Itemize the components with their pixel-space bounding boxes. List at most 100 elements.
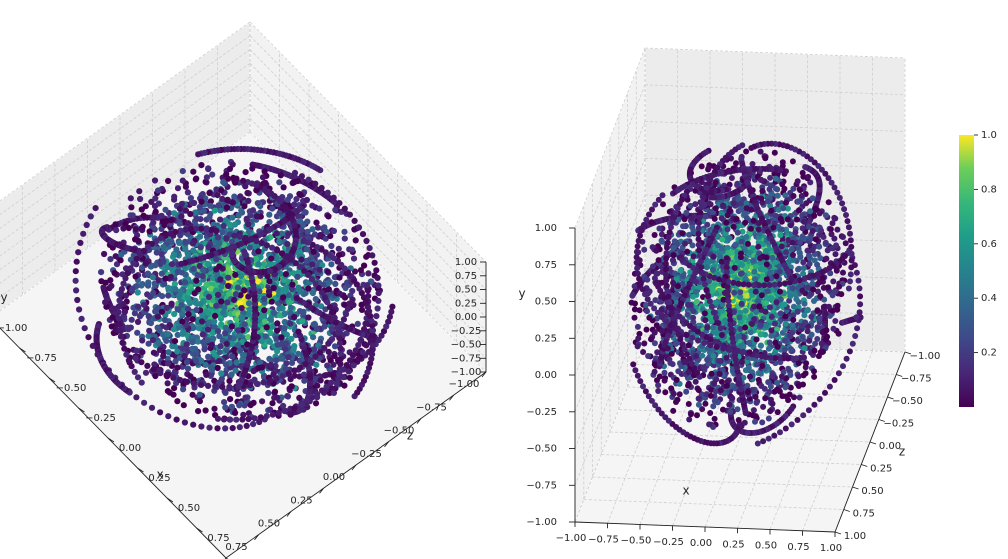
scatter-point-left	[177, 288, 184, 295]
scatter-point-left	[157, 369, 164, 376]
scatter-point-left	[213, 266, 220, 273]
grid-line	[0, 35, 251, 216]
scatter-point-left	[223, 171, 230, 178]
scatter-point-left	[244, 279, 251, 286]
scatter-point-left	[302, 290, 309, 297]
scatter-point-left	[332, 385, 339, 392]
scatter-point-left	[316, 266, 323, 273]
scatter-point-right	[848, 264, 855, 271]
scatter-point-left	[144, 270, 151, 277]
scatter-point-left	[180, 345, 187, 352]
scatter-point-right	[847, 230, 853, 237]
scatter-point-left	[297, 218, 304, 225]
scatter-point-left	[247, 236, 255, 243]
scatter-point-left	[249, 207, 257, 214]
scatter-point-right	[802, 370, 809, 377]
scatter-point-left	[368, 355, 375, 362]
scatter-point-right	[832, 215, 839, 222]
scatter-point-right	[824, 247, 831, 254]
scatter-point-left	[166, 322, 173, 329]
scatter-point-left	[195, 151, 202, 158]
scatter-point-right	[841, 206, 848, 213]
scatter-point-right	[843, 355, 850, 362]
scatter-point-right	[840, 234, 846, 240]
scatter-point-left	[301, 377, 308, 384]
scatter-point-left	[220, 309, 227, 316]
scatter-point-left	[174, 348, 181, 355]
scatter-point-left	[303, 196, 310, 204]
scatter-point-left	[181, 419, 188, 426]
scatter-point-left	[314, 382, 321, 389]
scatter-point-left	[165, 284, 172, 291]
scatter-point-left	[238, 272, 245, 280]
scatter-point-left	[307, 357, 314, 364]
scatter-point-left	[273, 230, 280, 237]
scatter-point-left	[223, 347, 230, 354]
scatter-point-left	[265, 389, 272, 397]
scatter-point-left	[336, 200, 343, 207]
scatter-point-left	[214, 192, 221, 199]
scatter-point-left	[165, 413, 172, 420]
scatter-point-left	[241, 321, 248, 328]
scatter-point-left	[336, 340, 344, 347]
scatter-point-left	[181, 352, 188, 360]
scatter-point-left	[318, 303, 325, 310]
scatter-point-left	[369, 341, 377, 348]
scatter-point-left	[328, 242, 335, 250]
scatter-point-left	[121, 308, 128, 315]
scatter-point-right	[797, 187, 804, 194]
scatter-point-left	[220, 179, 227, 186]
grid-line	[249, 90, 487, 332]
scatter-point-left	[310, 334, 317, 341]
scatter-point-left	[100, 284, 107, 291]
scatter-point-left	[223, 235, 230, 242]
x-tick-mark	[384, 441, 389, 448]
scatter-point-left	[107, 372, 114, 379]
scatter-point-left	[171, 280, 178, 287]
scatter-point-left	[218, 321, 225, 328]
scatter-point-left	[237, 362, 244, 369]
scatter-point-left	[182, 239, 189, 246]
scatter-point-left	[330, 227, 337, 235]
scatter-point-left	[177, 376, 184, 384]
scatter-point-left	[203, 174, 210, 181]
scatter-point-left	[204, 337, 211, 344]
scatter-point-left	[369, 322, 376, 329]
scatter-point-left	[216, 349, 223, 356]
scatter-point-left	[178, 200, 185, 208]
scatter-point-right	[846, 348, 853, 355]
scatter-point-left	[263, 324, 270, 331]
scatter3d-right: −1.00 −0.75 −0.50 −0.25 0.00 0.25 0.50 0.75 1.00…	[518, 47, 941, 554]
scatter-point-left	[167, 273, 174, 281]
scatter-point-left	[205, 326, 212, 333]
z-tick-label: −1.00	[910, 351, 941, 362]
scatter-point-left	[260, 379, 267, 386]
scatter-point-left	[190, 421, 197, 428]
scatter-point-left	[291, 343, 298, 350]
scatter-point-left	[85, 334, 92, 341]
scatter-point-left	[176, 292, 183, 300]
scatter-point-left	[375, 282, 382, 289]
scatter-point-left	[206, 424, 213, 431]
scatter-point-left	[294, 178, 301, 185]
scatter-point-left	[332, 319, 339, 326]
scatter-point-left	[216, 333, 223, 340]
scatter-point-left	[341, 382, 348, 389]
scatter-point-left	[363, 342, 370, 349]
scatter-point-left	[178, 269, 185, 276]
scatter-point-left	[315, 284, 322, 292]
x-tick-label: 1.00	[820, 543, 842, 554]
scatter-point-left	[305, 285, 312, 292]
scatter-point-left	[332, 206, 339, 213]
scatter-point-left	[312, 180, 319, 187]
scatter-point-right	[857, 301, 864, 308]
scatter-point-left	[116, 327, 123, 334]
scatter-point-left	[314, 224, 322, 231]
scatter-point-left	[213, 227, 220, 235]
scatter-point-left	[276, 210, 283, 217]
scatter-point-left	[117, 257, 124, 264]
scatter-point-left	[335, 329, 342, 336]
scatter-point-left	[232, 291, 239, 298]
scatter-point-left	[335, 252, 343, 259]
scatter-point-left	[305, 271, 312, 278]
